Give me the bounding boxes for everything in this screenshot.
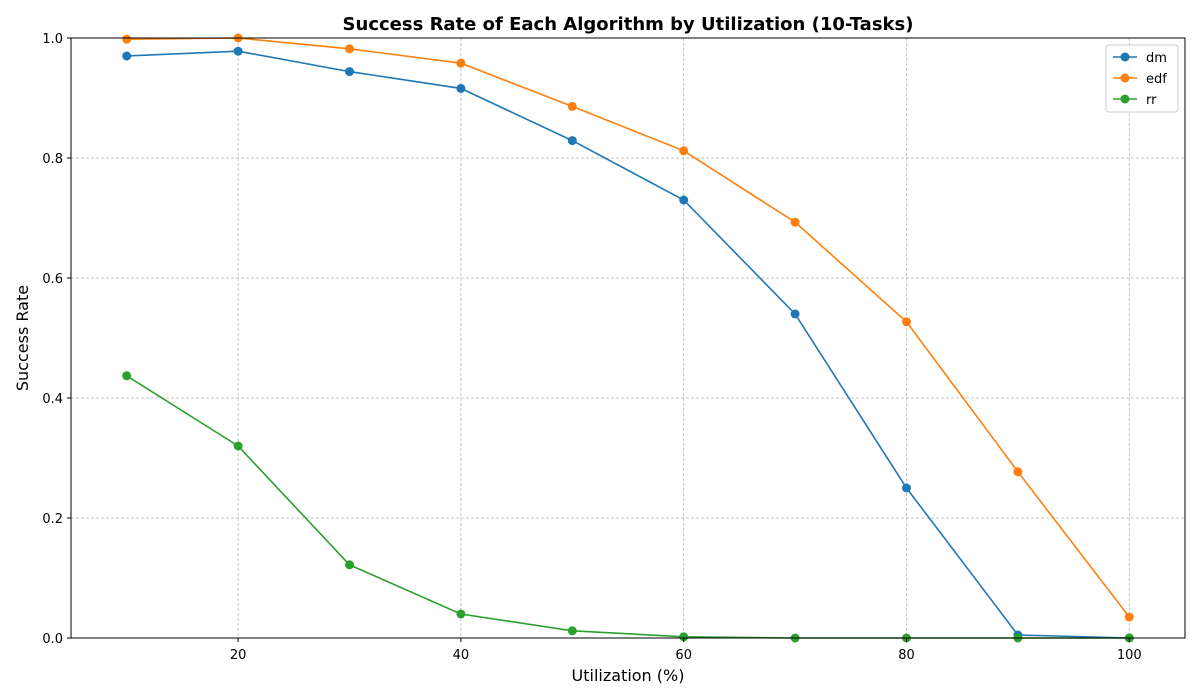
- series-line-rr: [126, 375, 1130, 639]
- y-axis-label: Success Rate: [13, 285, 32, 391]
- legend-marker-edf: [1120, 73, 1130, 83]
- y-tick-label: 0.4: [42, 392, 63, 407]
- x-tick-label: 60: [675, 648, 692, 663]
- y-tick-label: 1.0: [42, 32, 63, 47]
- data-point-edf: [567, 101, 577, 111]
- data-point-dm: [567, 136, 577, 146]
- x-axis-label: Utilization (%): [572, 666, 685, 685]
- data-point-dm: [345, 67, 354, 77]
- data-point-dm: [456, 83, 466, 93]
- data-point-dm: [122, 51, 132, 61]
- data-point-rr: [345, 560, 354, 570]
- x-tick-label: 100: [1117, 648, 1142, 663]
- series-line-dm: [126, 50, 1130, 639]
- data-point-edf: [456, 58, 466, 68]
- data-point-rr: [233, 441, 243, 451]
- data-point-dm: [679, 195, 689, 205]
- x-axis-ticks: 20 40 60 80 100: [230, 638, 1142, 663]
- y-tick-label: 0.2: [42, 512, 63, 527]
- data-point-dm: [790, 309, 800, 319]
- legend-label-dm: dm: [1146, 51, 1167, 66]
- legend-marker-dm: [1120, 52, 1130, 62]
- data-point-rr: [679, 632, 689, 642]
- legend-label-rr: rr: [1146, 93, 1157, 108]
- legend-item-dm: dm: [1113, 51, 1167, 66]
- chart-title: Success Rate of Each Algorithm by Utiliz…: [343, 14, 914, 35]
- data-point-dm: [902, 483, 911, 493]
- legend-label-edf: edf: [1146, 72, 1167, 87]
- series-edf: [122, 33, 1134, 622]
- plot-frame: [70, 37, 1186, 639]
- x-tick-label: 20: [230, 648, 247, 663]
- data-point-rr: [122, 371, 132, 381]
- series-dm: [122, 46, 1134, 643]
- y-tick-label: 0.6: [42, 272, 63, 287]
- legend-item-edf: edf: [1113, 72, 1167, 87]
- legend-item-rr: rr: [1113, 93, 1157, 108]
- data-point-edf: [1013, 467, 1023, 477]
- x-tick-label: 80: [898, 648, 915, 663]
- x-tick-label: 40: [453, 648, 470, 663]
- y-tick-label: 0.8: [42, 152, 63, 167]
- data-point-edf: [1124, 612, 1134, 622]
- data-point-dm: [233, 46, 243, 56]
- legend-marker-rr: [1120, 94, 1130, 104]
- data-point-edf: [345, 44, 354, 54]
- y-axis-ticks: 0.0 0.2 0.4 0.6 0.8 1.0: [42, 32, 71, 647]
- data-point-rr: [456, 609, 466, 619]
- series-layer: [122, 33, 1134, 643]
- data-point-rr: [567, 626, 577, 636]
- series-line-edf: [126, 37, 1130, 618]
- data-point-edf: [679, 146, 689, 156]
- series-rr: [122, 371, 1134, 643]
- data-point-edf: [790, 217, 800, 227]
- legend: dm edf rr: [1105, 44, 1179, 113]
- data-point-edf: [122, 34, 132, 44]
- y-tick-label: 0.0: [42, 632, 63, 647]
- data-point-edf: [902, 317, 911, 327]
